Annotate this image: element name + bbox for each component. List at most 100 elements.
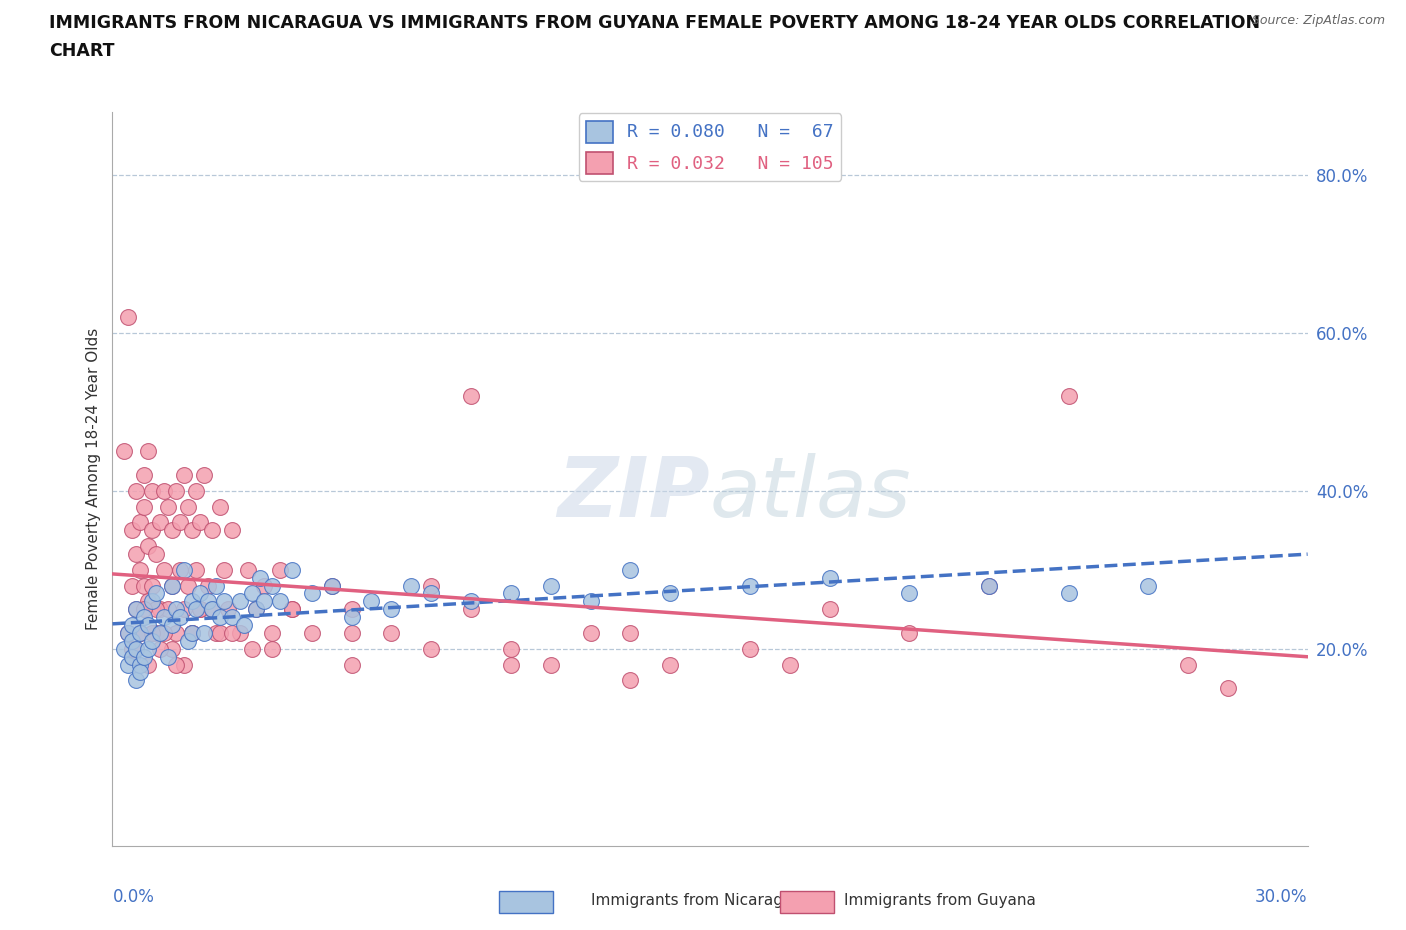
Point [149,642,172,657]
Point [229,626,252,641]
Point [898,586,921,601]
Point [141,523,163,538]
Point [209,610,232,625]
Point [125,602,148,617]
Point [221,626,243,641]
Point [138,444,160,458]
Point [460,389,482,404]
Legend: R = 0.080   N =  67, R = 0.032   N = 105: R = 0.080 N = 67, R = 0.032 N = 105 [579,113,841,180]
Point [360,594,382,609]
Point [138,538,160,553]
Point [301,626,323,641]
Point [659,586,682,601]
Point [229,594,252,609]
Text: atlas: atlas [710,453,911,534]
Point [134,468,156,483]
Point [212,594,235,609]
Point [138,594,160,609]
Point [157,649,180,664]
Point [818,602,841,617]
Point [153,626,176,641]
Text: IMMIGRANTS FROM NICARAGUA VS IMMIGRANTS FROM GUYANA FEMALE POVERTY AMONG 18-24 Y: IMMIGRANTS FROM NICARAGUA VS IMMIGRANTS … [49,14,1260,32]
Point [340,610,363,625]
Point [659,658,682,672]
Point [540,658,562,672]
Point [121,523,143,538]
Point [209,626,232,641]
Point [117,626,139,641]
Point [460,594,482,609]
Point [579,626,602,641]
Point [125,642,148,657]
Point [201,602,224,617]
Point [129,626,152,641]
Point [249,570,271,585]
Point [169,563,191,578]
Point [540,578,562,593]
Point [1057,389,1080,404]
Point [181,626,204,641]
Point [579,594,602,609]
Point [977,578,1000,593]
Point [281,602,304,617]
Point [141,578,163,593]
Point [340,658,363,672]
Point [197,594,219,609]
Point [188,602,211,617]
Point [340,626,363,641]
Point [129,665,152,680]
Point [125,673,148,688]
Point [188,586,211,601]
Point [420,642,443,657]
Point [121,642,143,657]
Point [134,602,156,617]
Point [499,642,522,657]
Point [157,499,180,514]
Point [117,658,139,672]
Point [134,578,156,593]
Point [619,673,641,688]
Point [177,499,200,514]
Point [138,658,160,672]
Point [193,468,215,483]
Point [173,602,195,617]
Point [1137,578,1160,593]
Point [188,515,211,530]
Point [197,578,219,593]
Point [145,586,167,601]
Point [619,563,641,578]
Point [619,626,641,641]
Point [173,658,195,672]
Point [236,563,259,578]
Point [738,642,761,657]
Point [162,642,183,657]
Point [301,586,323,601]
Point [121,618,143,632]
Point [165,626,187,641]
Point [779,658,801,672]
Point [149,515,172,530]
Point [149,602,172,617]
Point [165,602,187,617]
Point [129,563,152,578]
Point [186,602,208,617]
Point [134,610,156,625]
Point [380,626,402,641]
Point [125,547,148,562]
Point [173,468,195,483]
Point [129,515,152,530]
Point [321,578,343,593]
Point [129,626,152,641]
Point [125,602,148,617]
Text: Immigrants from Guyana: Immigrants from Guyana [844,893,1035,908]
Point [240,642,263,657]
Point [114,444,135,458]
Point [245,602,267,617]
Point [420,586,443,601]
Point [121,649,143,664]
Point [141,626,163,641]
Point [153,610,176,625]
Point [281,602,304,617]
Point [221,523,243,538]
Point [460,602,482,617]
